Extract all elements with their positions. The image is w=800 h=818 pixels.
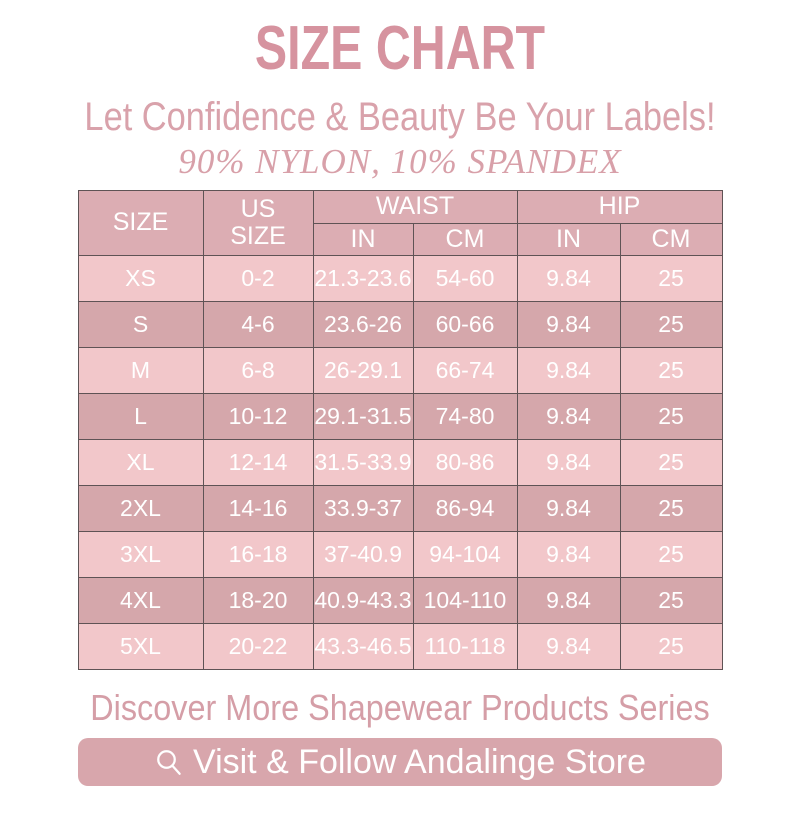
table-row-xs: XS 0-2 21.3-23.6 54-60 9.84 25 <box>77 255 723 302</box>
col-header-waist-in: IN <box>312 223 414 256</box>
cell-hip-in: 9.84 <box>516 439 621 486</box>
cell-waist-in: 43.3-46.5 <box>312 623 414 670</box>
cell-size: M <box>77 347 204 394</box>
cell-waist-in: 23.6-26 <box>312 301 414 348</box>
tagline: Let Confidence & Beauty Be Your Labels! <box>84 95 716 139</box>
cell-waist-cm: 66-74 <box>412 347 518 394</box>
cell-hip-in: 9.84 <box>516 255 621 302</box>
cell-hip-in: 9.84 <box>516 393 621 440</box>
cell-us-size: 4-6 <box>202 301 314 348</box>
cell-hip-cm: 25 <box>619 485 723 532</box>
col-header-size: SIZE <box>77 190 204 256</box>
cell-waist-cm: 54-60 <box>412 255 518 302</box>
cell-waist-cm: 104-110 <box>412 577 518 624</box>
col-header-hip-in: IN <box>516 223 621 256</box>
cell-hip-cm: 25 <box>619 255 723 302</box>
table-row-s: S 4-6 23.6-26 60-66 9.84 25 <box>77 301 723 348</box>
material-line: 90% NYLON, 10% SPANDEX <box>178 142 622 181</box>
cell-waist-in: 31.5-33.9 <box>312 439 414 486</box>
cell-waist-in: 29.1-31.5 <box>312 393 414 440</box>
cell-waist-in: 33.9-37 <box>312 485 414 532</box>
store-button[interactable]: Visit & Follow Andalinge Store <box>78 738 722 786</box>
cell-size: 5XL <box>77 623 204 670</box>
table-row-2xl: 2XL 14-16 33.9-37 86-94 9.84 25 <box>77 485 723 532</box>
cell-waist-cm: 94-104 <box>412 531 518 578</box>
cell-hip-cm: 25 <box>619 301 723 348</box>
store-button-label: Visit & Follow Andalinge Store <box>193 743 646 781</box>
cell-waist-in: 26-29.1 <box>312 347 414 394</box>
cell-hip-in: 9.84 <box>516 485 621 532</box>
table-row-l: L 10-12 29.1-31.5 74-80 9.84 25 <box>77 393 723 440</box>
cell-size: 3XL <box>77 531 204 578</box>
col-group-hip: HIP <box>516 190 723 224</box>
footer-text: Discover More Shapewear Products Series <box>90 687 710 728</box>
cell-size: 2XL <box>77 485 204 532</box>
cell-waist-cm: 60-66 <box>412 301 518 348</box>
col-header-hip-cm: CM <box>619 223 723 256</box>
search-icon <box>154 747 184 777</box>
size-table: SIZE US SIZE WAIST HIP IN CM IN CM XS 0-… <box>77 190 723 670</box>
cell-us-size: 12-14 <box>202 439 314 486</box>
cell-size: S <box>77 301 204 348</box>
cell-hip-cm: 25 <box>619 393 723 440</box>
col-group-waist: WAIST <box>312 190 518 224</box>
cell-hip-cm: 25 <box>619 623 723 670</box>
cell-hip-cm: 25 <box>619 531 723 578</box>
cell-us-size: 20-22 <box>202 623 314 670</box>
cell-us-size: 18-20 <box>202 577 314 624</box>
table-row-3xl: 3XL 16-18 37-40.9 94-104 9.84 25 <box>77 531 723 578</box>
cell-size: XL <box>77 439 204 486</box>
col-header-waist-cm: CM <box>412 223 518 256</box>
page-title: SIZE CHART <box>254 14 546 83</box>
cell-us-size: 6-8 <box>202 347 314 394</box>
cell-us-size: 16-18 <box>202 531 314 578</box>
table-row-xl: XL 12-14 31.5-33.9 80-86 9.84 25 <box>77 439 723 486</box>
cell-us-size: 10-12 <box>202 393 314 440</box>
cell-waist-in: 21.3-23.6 <box>312 255 414 302</box>
cell-waist-in: 40.9-43.3 <box>312 577 414 624</box>
cell-hip-cm: 25 <box>619 439 723 486</box>
cell-hip-cm: 25 <box>619 577 723 624</box>
cell-hip-in: 9.84 <box>516 347 621 394</box>
cell-hip-in: 9.84 <box>516 531 621 578</box>
cell-waist-cm: 110-118 <box>412 623 518 670</box>
col-header-us-size: US SIZE <box>202 190 314 256</box>
cell-waist-in: 37-40.9 <box>312 531 414 578</box>
cell-hip-cm: 25 <box>619 347 723 394</box>
table-row-4xl: 4XL 18-20 40.9-43.3 104-110 9.84 25 <box>77 577 723 624</box>
cell-us-size: 14-16 <box>202 485 314 532</box>
size-table-header: SIZE US SIZE WAIST HIP IN CM IN CM <box>77 190 723 256</box>
cell-waist-cm: 74-80 <box>412 393 518 440</box>
table-row-5xl: 5XL 20-22 43.3-46.5 110-118 9.84 25 <box>77 623 723 670</box>
table-row-m: M 6-8 26-29.1 66-74 9.84 25 <box>77 347 723 394</box>
cell-hip-in: 9.84 <box>516 623 621 670</box>
cell-size: L <box>77 393 204 440</box>
cell-hip-in: 9.84 <box>516 577 621 624</box>
cell-us-size: 0-2 <box>202 255 314 302</box>
cell-hip-in: 9.84 <box>516 301 621 348</box>
cell-waist-cm: 80-86 <box>412 439 518 486</box>
cell-size: 4XL <box>77 577 204 624</box>
cell-waist-cm: 86-94 <box>412 485 518 532</box>
cell-size: XS <box>77 255 204 302</box>
